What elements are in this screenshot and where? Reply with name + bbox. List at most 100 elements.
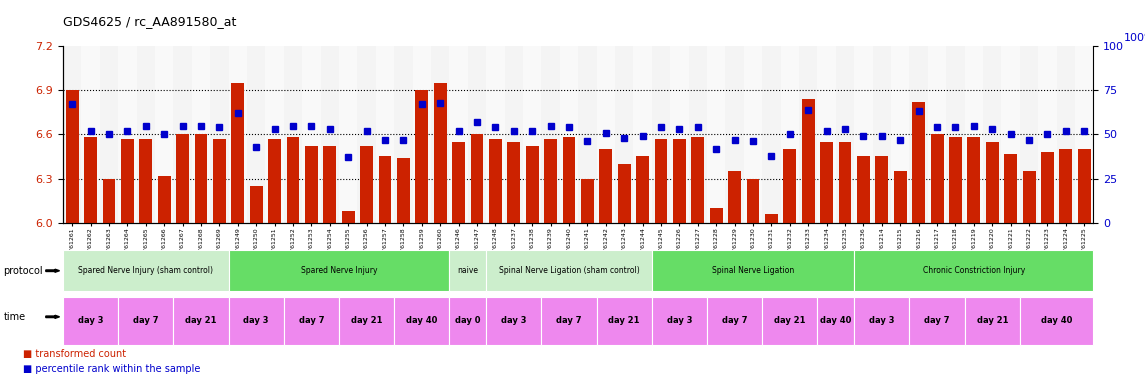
Text: day 3: day 3 [869,316,894,325]
Bar [1002,46,1020,223]
Bar [618,164,631,223]
Bar [1039,46,1057,223]
Bar [121,139,134,223]
Bar [1077,149,1091,223]
Bar [946,46,965,223]
Bar [286,137,300,223]
Bar [103,179,116,223]
Bar [581,179,594,223]
Bar [894,171,907,223]
Bar [339,46,357,223]
Bar [305,146,318,223]
Text: Spinal Nerve Ligation (sham control): Spinal Nerve Ligation (sham control) [499,266,639,275]
Bar [284,46,302,223]
Bar [357,46,376,223]
Bar [964,297,1020,344]
Bar [708,46,726,223]
Bar [633,46,652,223]
Bar [192,46,211,223]
Bar [526,146,538,223]
Bar [615,46,633,223]
Bar [984,46,1002,223]
Text: day 3: day 3 [666,316,693,325]
Bar [765,214,777,223]
Bar [652,250,854,291]
Text: day 21: day 21 [977,316,1008,325]
Bar [1022,171,1035,223]
Bar [505,46,523,223]
Bar [913,102,925,223]
Bar [173,46,192,223]
Text: ■ percentile rank within the sample: ■ percentile rank within the sample [23,364,200,374]
Bar [213,139,226,223]
Bar [597,297,652,344]
Bar [412,46,431,223]
Bar [560,46,578,223]
Bar [376,46,394,223]
Bar [726,46,744,223]
Bar [302,46,321,223]
Bar [231,83,244,223]
Bar [63,250,229,291]
Bar [854,250,1093,291]
Bar [229,46,247,223]
Bar [688,46,708,223]
Bar [783,149,796,223]
Text: Chronic Constriction Injury: Chronic Constriction Injury [923,266,1025,275]
Bar [229,297,284,344]
Bar [909,46,927,223]
Bar [909,297,964,344]
Bar [266,46,284,223]
Bar [728,171,741,223]
Bar [1004,154,1017,223]
Bar [1075,46,1093,223]
Bar [284,297,339,344]
Bar [838,142,852,223]
Bar [394,297,449,344]
Bar [562,137,576,223]
Bar [81,46,100,223]
Bar [84,137,97,223]
Text: day 3: day 3 [502,316,527,325]
Bar [140,139,152,223]
Text: day 21: day 21 [608,316,640,325]
Bar [542,46,560,223]
Bar [449,250,487,291]
Y-axis label: 100%: 100% [1124,33,1145,43]
Text: day 40: day 40 [1041,316,1073,325]
Text: day 21: day 21 [185,316,216,325]
Bar [397,158,410,223]
Bar [931,134,943,223]
Bar [544,139,558,223]
Bar [836,46,854,223]
Bar [818,297,854,344]
Bar [341,211,355,223]
Bar [1041,152,1053,223]
Text: day 0: day 0 [455,316,481,325]
Bar [854,297,909,344]
Text: Spinal Nerve Ligation: Spinal Nerve Ligation [712,266,795,275]
Bar [1020,297,1093,344]
Bar [176,134,189,223]
Text: protocol: protocol [3,266,44,276]
Bar [949,137,962,223]
Bar [652,46,670,223]
Bar [802,99,815,223]
Bar [321,46,339,223]
Bar [872,46,891,223]
Bar [655,139,668,223]
Bar [431,46,450,223]
Bar [379,157,392,223]
Text: day 7: day 7 [721,316,748,325]
Text: Spared Nerve Injury (sham control): Spared Nerve Injury (sham control) [78,266,213,275]
Text: day 21: day 21 [350,316,382,325]
Bar [670,46,688,223]
Bar [763,46,781,223]
Bar [173,297,229,344]
Bar [63,297,118,344]
Bar [339,297,394,344]
Text: day 7: day 7 [924,316,950,325]
Bar [229,250,449,291]
Bar [118,46,136,223]
Bar [523,46,542,223]
